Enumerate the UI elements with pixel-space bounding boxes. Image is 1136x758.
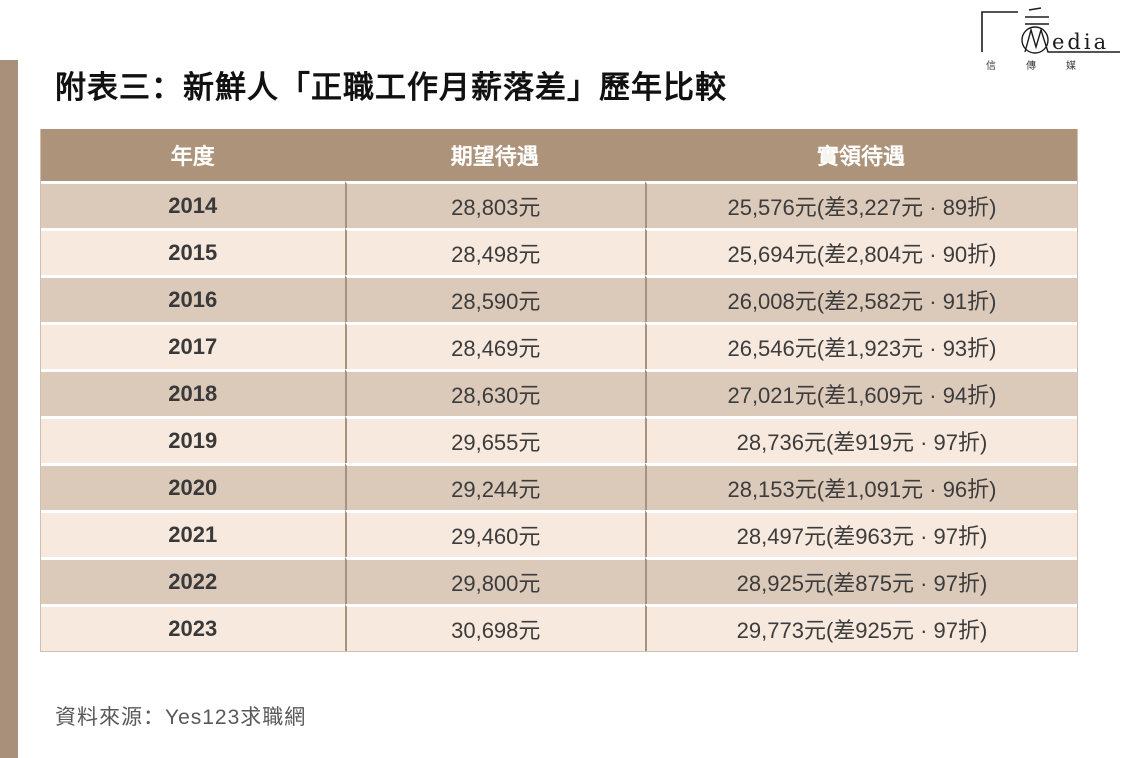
logo-media-text: edia <box>1052 30 1109 54</box>
source-note: 資料來源：Yes123求職網 <box>55 706 307 729</box>
table-row: 2018 28,630元 27,021元(差1,609元 · 94折) <box>41 369 1077 416</box>
actual-cell: 29,773元(差925元 · 97折) <box>644 604 1077 651</box>
actual-cell: 26,546元(差1,923元 · 93折) <box>644 322 1077 369</box>
expected-cell: 28,630元 <box>344 369 645 416</box>
expected-cell: 29,800元 <box>344 557 645 604</box>
page-title: 附表三：新鮮人「正職工作月薪落差」歷年比較 <box>55 70 727 105</box>
cmedia-logo-mark: edia <box>981 7 1120 54</box>
expected-cell: 29,460元 <box>344 510 645 557</box>
actual-cell: 28,153元(差1,091元 · 96折) <box>644 463 1077 510</box>
table-row: 2014 28,803元 25,576元(差3,227元 · 89折) <box>41 181 1077 228</box>
expected-cell: 29,655元 <box>344 416 645 463</box>
year-cell: 2016 <box>41 275 345 322</box>
table-row: 2022 29,800元 28,925元(差875元 · 97折) <box>41 557 1077 604</box>
actual-cell: 28,497元(差963元 · 97折) <box>644 510 1077 557</box>
salary-table-wrap: 年度 期望待遇 實領待遇 2014 28,803元 25,576元(差3,227… <box>40 129 1078 652</box>
table-header-row: 年度 期望待遇 實領待遇 <box>41 129 1077 181</box>
salary-table: 年度 期望待遇 實領待遇 2014 28,803元 25,576元(差3,227… <box>41 129 1077 651</box>
column-header-actual: 實領待遇 <box>644 129 1077 181</box>
table-row: 2020 29,244元 28,153元(差1,091元 · 96折) <box>41 463 1077 510</box>
salary-table-body: 2014 28,803元 25,576元(差3,227元 · 89折) 2015… <box>41 181 1077 651</box>
column-header-expected: 期望待遇 <box>344 129 645 181</box>
table-row: 2016 28,590元 26,008元(差2,582元 · 91折) <box>41 275 1077 322</box>
year-cell: 2017 <box>41 322 345 369</box>
actual-cell: 25,576元(差3,227元 · 89折) <box>644 181 1077 228</box>
actual-cell: 26,008元(差2,582元 · 91折) <box>644 275 1077 322</box>
expected-cell: 28,803元 <box>344 181 645 228</box>
year-cell: 2015 <box>41 228 345 275</box>
actual-cell: 25,694元(差2,804元 · 90折) <box>644 228 1077 275</box>
logo-chinese-name: 信傳媒 <box>986 61 1106 72</box>
column-header-year: 年度 <box>41 129 345 181</box>
table-row: 2015 28,498元 25,694元(差2,804元 · 90折) <box>41 228 1077 275</box>
table-row: 2021 29,460元 28,497元(差963元 · 97折) <box>41 510 1077 557</box>
left-accent-bar <box>0 60 18 758</box>
actual-cell: 28,736元(差919元 · 97折) <box>644 416 1077 463</box>
expected-cell: 30,698元 <box>344 604 645 651</box>
year-cell: 2023 <box>41 604 345 651</box>
year-cell: 2019 <box>41 416 345 463</box>
actual-cell: 28,925元(差875元 · 97折) <box>644 557 1077 604</box>
expected-cell: 29,244元 <box>344 463 645 510</box>
table-row: 2017 28,469元 26,546元(差1,923元 · 93折) <box>41 322 1077 369</box>
table-row: 2023 30,698元 29,773元(差925元 · 97折) <box>41 604 1077 651</box>
year-cell: 2018 <box>41 369 345 416</box>
expected-cell: 28,469元 <box>344 322 645 369</box>
year-cell: 2021 <box>41 510 345 557</box>
expected-cell: 28,498元 <box>344 228 645 275</box>
cmedia-logo: edia 信傳媒 <box>972 6 1124 72</box>
year-cell: 2020 <box>41 463 345 510</box>
actual-cell: 27,021元(差1,609元 · 94折) <box>644 369 1077 416</box>
table-row: 2019 29,655元 28,736元(差919元 · 97折) <box>41 416 1077 463</box>
expected-cell: 28,590元 <box>344 275 645 322</box>
year-cell: 2022 <box>41 557 345 604</box>
year-cell: 2014 <box>41 181 345 228</box>
